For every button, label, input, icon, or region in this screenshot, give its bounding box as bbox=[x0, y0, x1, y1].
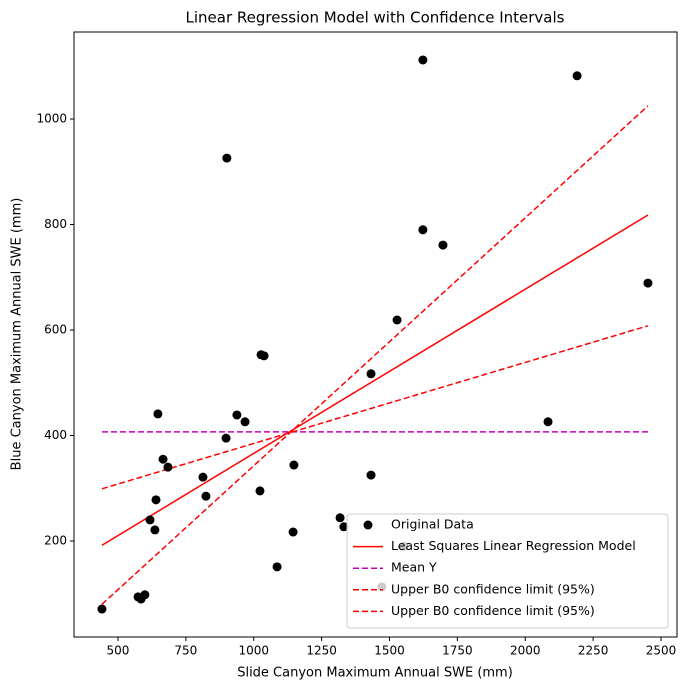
data-point bbox=[232, 410, 242, 420]
data-point bbox=[221, 433, 231, 443]
data-point bbox=[572, 71, 582, 81]
data-point bbox=[543, 417, 553, 427]
data-point bbox=[240, 417, 250, 427]
data-point bbox=[201, 491, 211, 501]
regression-line bbox=[101, 105, 649, 605]
x-tick-label: 2250 bbox=[578, 644, 609, 658]
x-tick-label: 1500 bbox=[374, 644, 405, 658]
regression-line bbox=[101, 214, 649, 546]
x-tick-label: 1750 bbox=[442, 644, 473, 658]
data-point bbox=[366, 470, 376, 480]
data-point bbox=[222, 153, 232, 163]
data-point bbox=[392, 315, 402, 325]
y-tick-label: 800 bbox=[44, 217, 67, 231]
x-tick-label: 1250 bbox=[306, 644, 337, 658]
x-axis-label: Slide Canyon Maximum Annual SWE (mm) bbox=[237, 666, 513, 681]
x-tick-label: 2000 bbox=[510, 644, 541, 658]
data-point bbox=[288, 527, 298, 537]
regression-line bbox=[101, 325, 649, 490]
legend-box bbox=[346, 513, 669, 629]
legend-label: Upper B0 confidence limit (95%) bbox=[391, 603, 595, 618]
y-tick-label: 400 bbox=[44, 428, 67, 442]
data-point bbox=[140, 590, 150, 600]
data-point bbox=[198, 472, 208, 482]
legend-marker bbox=[363, 520, 373, 530]
data-point bbox=[335, 513, 345, 523]
x-tick-label: 750 bbox=[174, 644, 197, 658]
data-point bbox=[418, 55, 428, 65]
chart-title: Linear Regression Model with Confidence … bbox=[186, 9, 565, 27]
data-point bbox=[97, 604, 107, 614]
data-point bbox=[158, 454, 168, 464]
data-point bbox=[438, 240, 448, 250]
data-point bbox=[289, 460, 299, 470]
data-point bbox=[255, 486, 265, 496]
data-point bbox=[153, 409, 163, 419]
legend-label: Upper B0 confidence limit (95%) bbox=[391, 581, 595, 596]
data-point bbox=[145, 515, 155, 525]
data-point bbox=[366, 369, 376, 379]
y-axis-label: Blue Canyon Maximum Annual SWE (mm) bbox=[10, 198, 25, 471]
y-tick-label: 600 bbox=[44, 323, 67, 337]
x-tick-label: 2500 bbox=[646, 644, 677, 658]
plot-frame bbox=[73, 31, 678, 638]
data-point bbox=[163, 462, 173, 472]
data-point bbox=[259, 351, 269, 361]
data-point bbox=[272, 562, 282, 572]
x-tick-label: 1000 bbox=[238, 644, 269, 658]
data-point bbox=[339, 522, 349, 532]
legend-label: Least Squares Linear Regression Model bbox=[391, 538, 636, 553]
legend-label: Original Data bbox=[391, 517, 474, 532]
y-tick-label: 200 bbox=[44, 534, 67, 548]
y-tick-label: 1000 bbox=[36, 112, 67, 126]
data-point bbox=[643, 278, 653, 288]
data-point bbox=[418, 225, 428, 235]
x-tick-label: 500 bbox=[107, 644, 130, 658]
data-point bbox=[150, 525, 160, 535]
data-point bbox=[151, 495, 161, 505]
legend: Original Data Least Squares Linear Regres… bbox=[346, 513, 669, 629]
legend-label: Mean Y bbox=[391, 560, 437, 575]
